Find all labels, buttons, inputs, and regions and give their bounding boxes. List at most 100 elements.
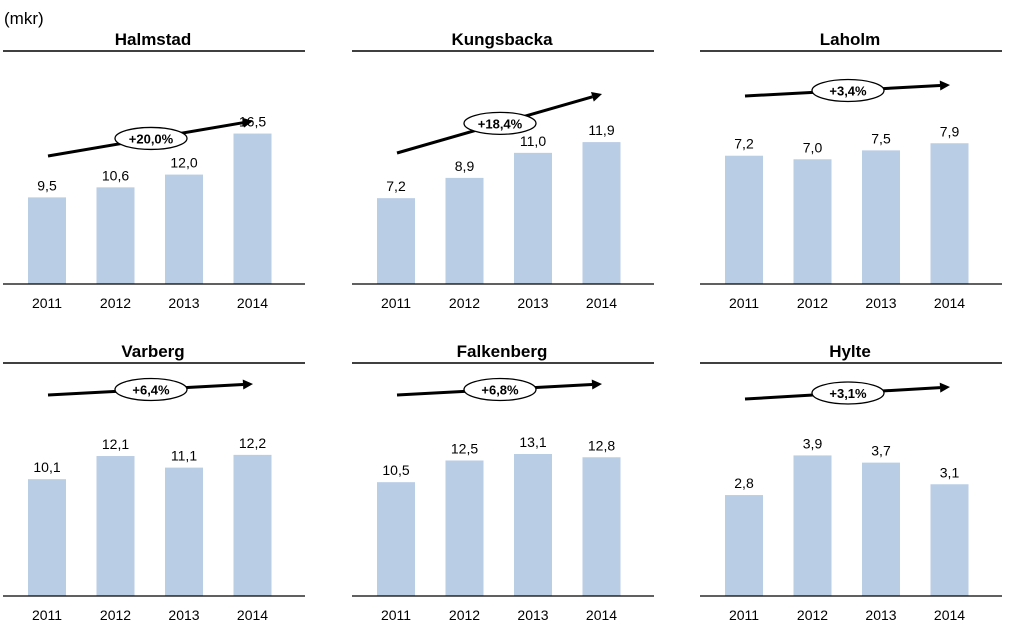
growth-arrow-head [591,379,602,390]
data-label: 11,0 [520,133,546,149]
chart-panel-laholm: Laholm 7,2 2011 7,0 2012 7,5 2013 7,9 2014 +3,4% [700,30,1024,320]
x-tick-label: 2012 [797,295,828,311]
chart-panel-hylte: Hylte 2,8 2011 3,9 2012 3,7 2013 3,1 2014 +3,1% [700,342,1024,632]
unit-label: (mkr) [4,9,44,28]
bar [793,159,832,284]
bar [930,484,969,596]
x-tick-label: 2013 [517,295,548,311]
x-tick-label: 2012 [449,295,480,311]
bar [582,457,621,596]
x-tick-label: 2013 [517,607,548,623]
growth-arrow-head [939,382,950,393]
data-label: 11,1 [171,448,197,464]
chart-title: Falkenberg [456,342,548,361]
bar [165,467,203,596]
bar [725,155,763,284]
bar [862,462,900,596]
x-tick-label: 2012 [797,607,828,623]
bar-chart: 7,2 2011 7,0 2012 7,5 2013 7,9 2014 +3,4% [700,50,1002,311]
bar-chart: 10,5 2011 12,5 2012 13,1 2013 12,8 2014 +6,8% [352,362,654,623]
data-label: 7,0 [803,139,823,155]
growth-label: +6,4% [132,382,170,397]
bar [233,454,272,596]
x-tick-label: 2011 [32,607,62,623]
data-label: 13,1 [519,434,546,450]
bar-chart: 10,1 2011 12,1 2012 11,1 2013 12,2 2014 +6,4% [3,362,305,623]
x-tick-label: 2014 [934,295,965,311]
bar [28,479,66,596]
data-label: 3,1 [940,464,960,480]
data-label: 12,2 [239,435,266,451]
data-label: 3,9 [803,435,823,451]
bar-chart: 7,2 2011 8,9 2012 11,0 2013 11,9 2014 +18,4% [352,50,654,311]
bar-chart: 2,8 2011 3,9 2012 3,7 2013 3,1 2014 +3,1% [700,362,1002,623]
chart-title: Halmstad [114,30,192,49]
data-label: 7,5 [871,130,891,146]
bar [165,174,203,284]
data-label: 3,7 [871,443,891,459]
data-label: 10,1 [33,459,60,475]
growth-badge [463,111,537,136]
data-label: 7,2 [386,178,406,194]
x-tick-label: 2013 [168,607,199,623]
x-tick-label: 2013 [168,295,199,311]
growth-badge [811,78,885,103]
x-tick-label: 2014 [586,295,617,311]
bar [725,495,763,596]
data-label: 12,1 [102,436,129,452]
growth-badge [811,381,885,405]
x-tick-label: 2013 [865,295,896,311]
data-label: 8,9 [455,158,475,174]
x-tick-label: 2012 [449,607,480,623]
x-tick-label: 2014 [586,607,617,623]
data-label: 10,6 [102,167,129,183]
bar [377,482,415,596]
growth-badge [114,377,188,402]
growth-arrow-head [939,80,950,91]
bar [793,455,832,596]
growth-label: +20,0% [129,131,174,146]
growth-badge [114,126,188,151]
bar [445,460,484,596]
data-label: 12,5 [451,441,478,457]
growth-label: +3,1% [829,386,867,401]
growth-arrow-head [591,91,602,102]
bar [96,187,135,284]
x-tick-label: 2012 [100,607,131,623]
x-tick-label: 2013 [865,607,896,623]
chart-panel-halmstad: Halmstad 9,5 2011 10,6 2012 12,0 2013 16,5 2014… [3,30,345,320]
bar [862,150,900,284]
x-tick-label: 2011 [381,607,411,623]
chart-panel-kungsbacka: Kungsbacka 7,2 2011 8,9 2012 11,0 2013 11,9 201… [352,30,694,320]
data-label: 11,9 [588,122,614,138]
x-tick-label: 2012 [100,295,131,311]
x-tick-label: 2011 [32,295,62,311]
bar [514,152,552,284]
x-tick-label: 2014 [237,295,268,311]
bar [233,133,272,284]
chart-panel-falkenberg: Falkenberg 10,5 2011 12,5 2012 13,1 2013 12,8 2… [352,342,694,632]
growth-arrow-head [242,379,253,390]
chart-title: Laholm [819,30,881,49]
bar [445,177,484,284]
bar [582,142,621,284]
bar [28,197,66,284]
data-label: 12,8 [588,437,615,453]
chart-title: Varberg [121,342,185,361]
data-label: 7,2 [734,136,754,152]
bar [377,198,415,284]
data-label: 2,8 [734,475,754,491]
data-label: 7,9 [940,123,960,139]
growth-label: +6,8% [481,382,519,397]
chart-panel-varberg: Varberg 10,1 2011 12,1 2012 11,1 2013 12,2 2014… [3,342,345,632]
x-tick-label: 2014 [934,607,965,623]
x-tick-label: 2014 [237,607,268,623]
data-label: 9,5 [37,177,57,193]
growth-badge [463,377,537,402]
x-tick-label: 2011 [729,295,759,311]
growth-label: +3,4% [829,83,867,98]
chart-title: Hylte [829,342,871,361]
growth-label: +18,4% [478,116,523,131]
growth-arrow-head [242,117,253,128]
